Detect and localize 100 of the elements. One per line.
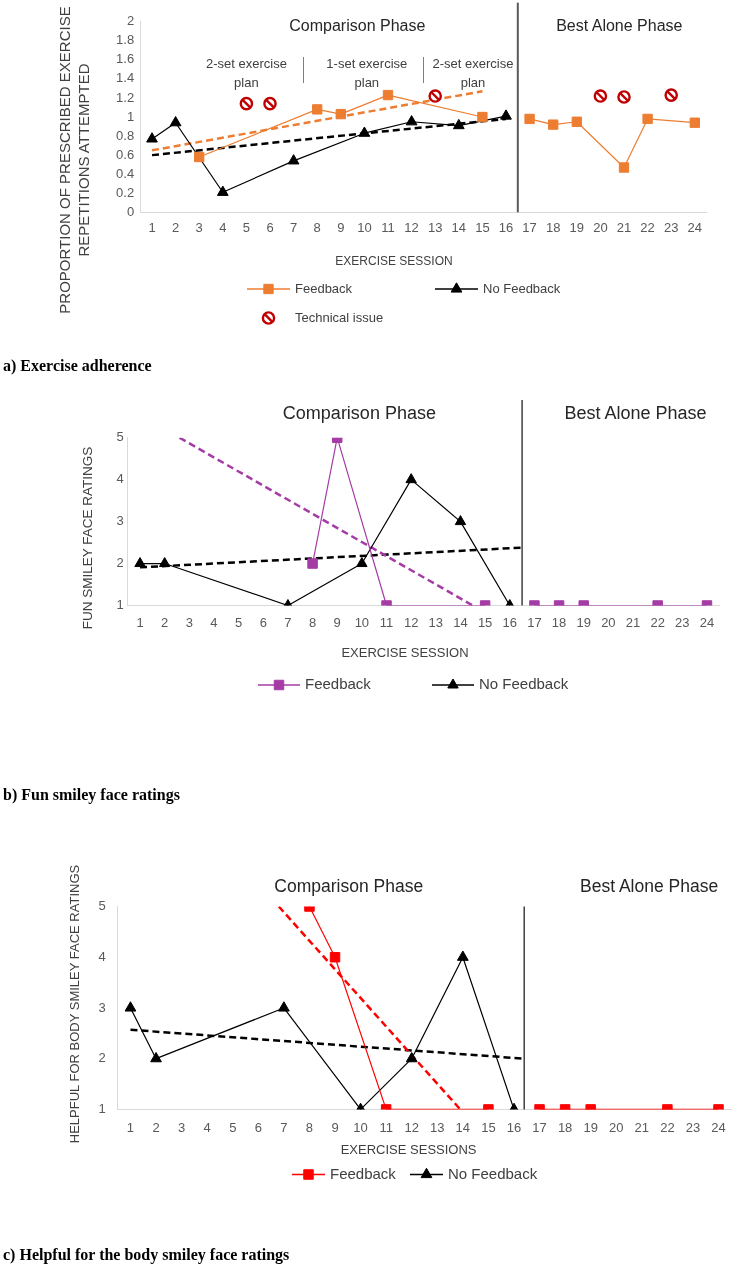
x-tick-label: 10 [353, 1119, 368, 1135]
x-tick-label: 19 [576, 614, 591, 630]
text: a) Exercise adherence [3, 356, 152, 376]
x-tick-label: 15 [481, 1119, 496, 1135]
x-tick-label: 24 [687, 219, 703, 235]
x-tick-label: 11 [379, 614, 394, 630]
point [194, 151, 205, 163]
x-tick-label: 4 [210, 614, 218, 630]
annotation: 1-set exercise plan [326, 56, 408, 90]
text: Best Alone Phase [564, 402, 707, 423]
x-tick-label: 11 [379, 1119, 393, 1135]
point [312, 104, 323, 115]
y-tick-label: 0.6 [116, 146, 135, 162]
point [335, 108, 346, 120]
y-tick-label: 5 [116, 429, 124, 445]
text: Best Alone Phase [580, 875, 719, 896]
y-tick-label: 1.2 [116, 89, 135, 105]
x-tick-label: 3 [195, 219, 203, 235]
x-tick-label: 12 [404, 219, 419, 235]
text: c) Helpful for the body smiley face ratings [3, 1245, 290, 1265]
x-tick-label: 17 [522, 219, 537, 235]
x-tick-label: 21 [616, 219, 632, 235]
x-tick-label: 11 [381, 219, 395, 235]
x-axis-title: EXERCISE SESSIONS [340, 1141, 477, 1157]
point [454, 515, 467, 526]
x-tick-label: 14 [451, 219, 467, 235]
legend-label: Feedback [295, 280, 353, 296]
legend-label: No Feedback [448, 1164, 538, 1182]
annotation: 2-set exercise plan [432, 56, 514, 90]
x-tick-label: 1 [148, 219, 156, 235]
x-tick-label: 5 [242, 219, 251, 235]
x-tick-label: 24 [699, 614, 715, 630]
legend-label: Feedback [330, 1164, 397, 1182]
x-tick-label: 7 [289, 219, 298, 235]
x-axis-title: EXERCISE SESSION [335, 254, 453, 269]
annotation: 2-set exercise plan [205, 56, 287, 90]
x-tick-label: 2 [171, 219, 180, 235]
x-tick-label: 18 [551, 614, 567, 630]
legend-label: No Feedback [479, 675, 569, 693]
y-tick-label: 3 [98, 999, 106, 1015]
point [150, 1051, 162, 1063]
y-tick-label: 1 [126, 108, 135, 124]
x-tick-label: 6 [254, 1119, 262, 1135]
point [356, 557, 368, 568]
y-tick-label: 2 [116, 555, 124, 571]
x-tick-label: 16 [502, 614, 518, 630]
point [500, 109, 512, 120]
x-tick-label: 24 [711, 1119, 726, 1135]
x-tick-label: 20 [609, 1119, 624, 1135]
point [158, 557, 171, 568]
point [548, 119, 559, 130]
y-axis-title: FUN SMILEY FACE RATINGS [79, 446, 95, 630]
x-tick-label: 10 [354, 614, 370, 630]
y-tick-label: 1 [98, 1100, 106, 1116]
x-tick-label: 20 [593, 219, 608, 235]
point [524, 113, 535, 125]
point [571, 116, 582, 127]
point [642, 113, 653, 125]
legend-label: Feedback [305, 675, 372, 693]
point [169, 116, 182, 127]
x-tick-label: 15 [477, 614, 493, 630]
y-tick-label: 4 [116, 471, 124, 487]
x-tick-label: 17 [532, 1119, 547, 1135]
x-tick-label: 9 [337, 219, 345, 235]
y-axis-title: PROPORTION OF PRESCRIBED EXERCISE REPETITIONS ATTEMPTED [56, 6, 93, 314]
x-tick-label: 16 [498, 219, 514, 235]
x-tick-label: 9 [333, 614, 341, 630]
legend-label: No Feedback [483, 280, 561, 296]
point [278, 1001, 290, 1012]
y-tick-label: 1 [116, 597, 124, 613]
x-tick-label: 7 [280, 1119, 288, 1135]
x-tick-label: 5 [229, 1119, 237, 1135]
point [146, 132, 158, 143]
x-tick-label: 8 [308, 614, 317, 630]
x-tick-label: 7 [284, 614, 292, 630]
point [405, 115, 418, 126]
y-tick-label: 1.6 [116, 51, 135, 67]
x-tick-label: 15 [475, 219, 490, 235]
point [329, 951, 341, 963]
x-tick-label: 14 [453, 614, 468, 630]
x-tick-label: 13 [430, 1119, 445, 1135]
x-tick-label: 21 [634, 1119, 650, 1135]
annotation: Comparison Phase [289, 17, 426, 35]
x-tick-label: 8 [305, 1119, 314, 1135]
x-tick-label: 22 [660, 1119, 675, 1135]
x-tick-label: 16 [506, 1119, 522, 1135]
y-tick-label: 2 [98, 1050, 106, 1066]
point [134, 557, 146, 568]
x-tick-label: 18 [545, 219, 561, 235]
x-tick-label: 6 [259, 614, 267, 630]
x-tick-label: 4 [219, 219, 227, 235]
legend-label: Technical issue [295, 309, 384, 325]
x-tick-label: 6 [266, 219, 274, 235]
y-tick-label: 0.8 [116, 127, 135, 143]
x-tick-label: 14 [455, 1119, 471, 1135]
x-tick-label: 10 [357, 219, 372, 235]
point [452, 118, 465, 130]
point [124, 1001, 137, 1012]
x-tick-label: 17 [527, 614, 542, 630]
point [456, 950, 469, 961]
